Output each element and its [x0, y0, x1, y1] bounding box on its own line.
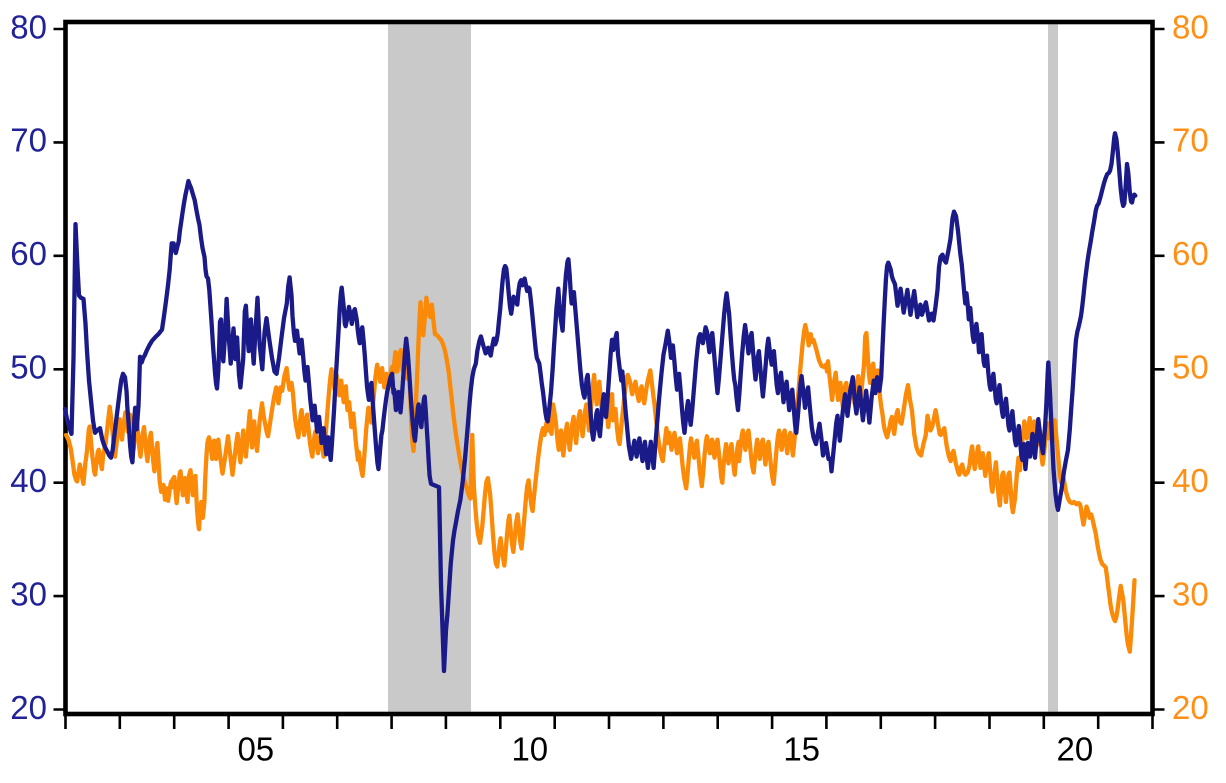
svg-text:30: 30 — [10, 575, 47, 612]
svg-text:15: 15 — [783, 731, 820, 768]
svg-text:10: 10 — [511, 731, 548, 768]
svg-text:60: 60 — [10, 235, 47, 272]
svg-text:20: 20 — [1057, 731, 1094, 768]
svg-text:80: 80 — [10, 8, 47, 45]
svg-text:20: 20 — [1172, 689, 1209, 726]
svg-text:50: 50 — [1172, 349, 1209, 386]
svg-text:70: 70 — [10, 122, 47, 159]
svg-text:80: 80 — [1172, 8, 1209, 45]
svg-text:20: 20 — [10, 689, 47, 726]
svg-text:30: 30 — [1172, 575, 1209, 612]
svg-text:40: 40 — [10, 462, 47, 499]
svg-text:70: 70 — [1172, 122, 1209, 159]
svg-text:50: 50 — [10, 349, 47, 386]
svg-text:40: 40 — [1172, 462, 1209, 499]
svg-text:60: 60 — [1172, 235, 1209, 272]
svg-text:05: 05 — [237, 731, 274, 768]
